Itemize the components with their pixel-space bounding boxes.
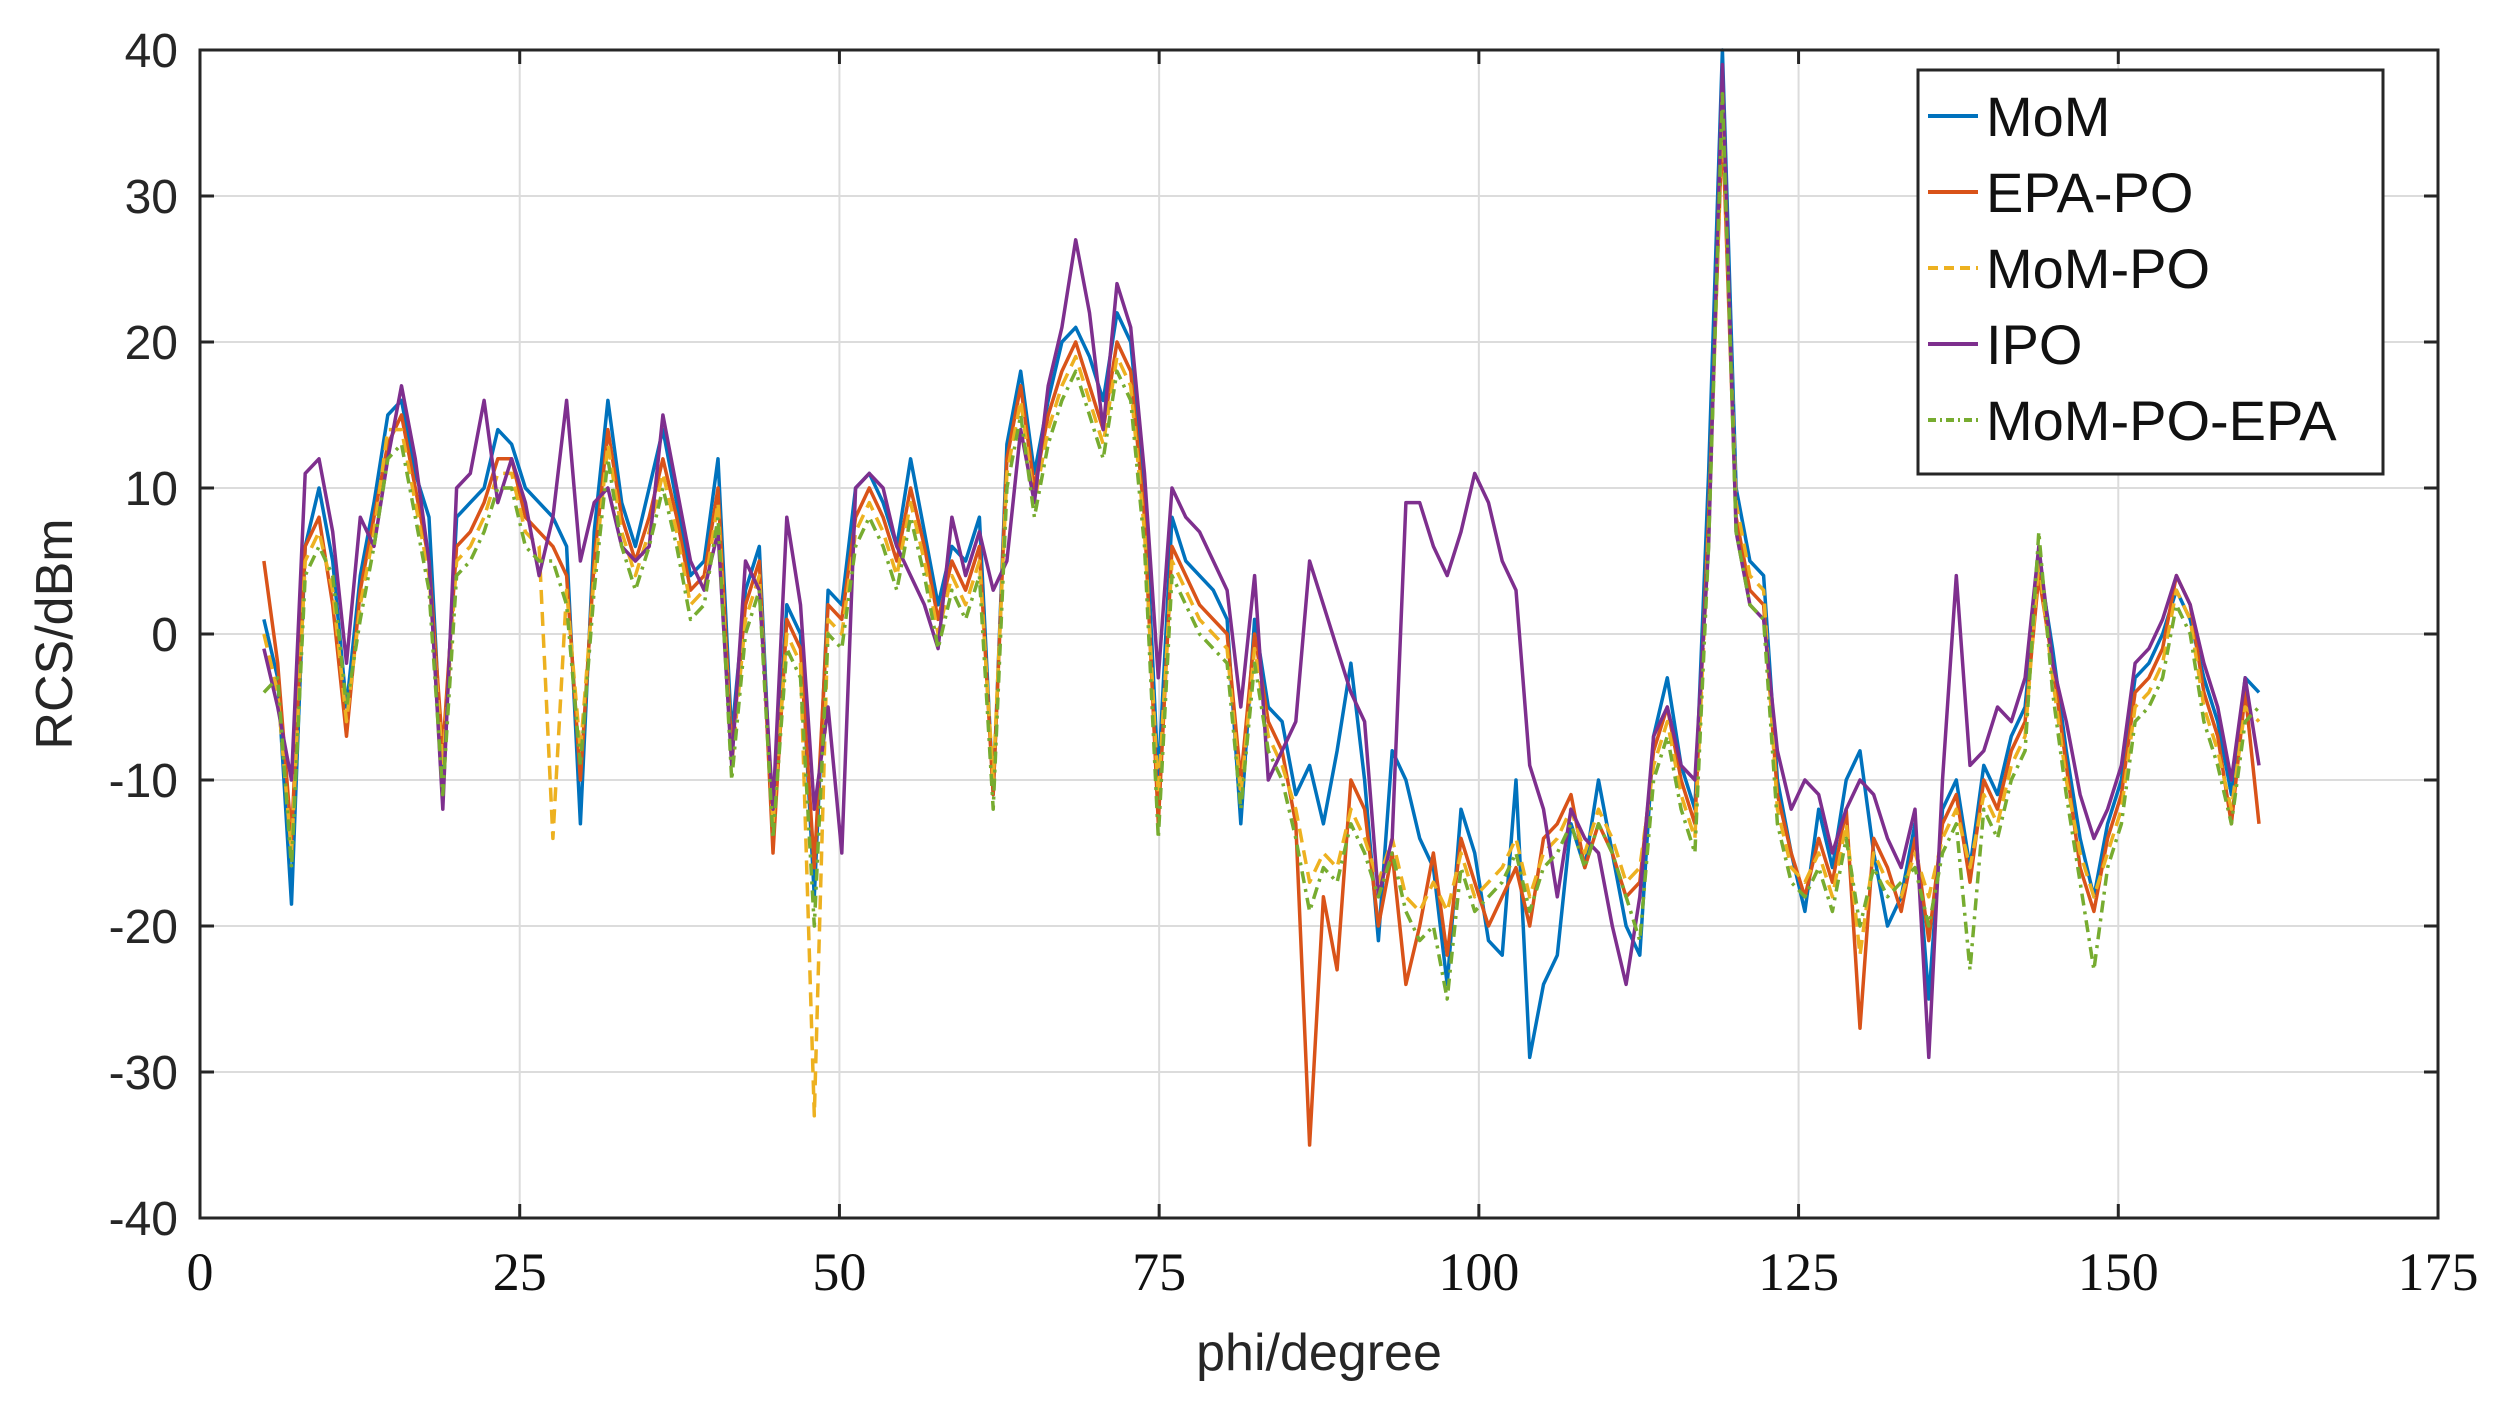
y-tick-label: -30: [109, 1047, 178, 1100]
legend-entry-label: MoM-PO-EPA: [1986, 389, 2337, 452]
legend-box: [1916, 68, 2385, 476]
y-tick-label: 20: [125, 317, 178, 370]
x-tick-label: 75: [1132, 1242, 1186, 1302]
legend: MoM EPA-PO MoM-PO IPO MoM-PO-EPA: [1916, 68, 2385, 476]
x-axis-label: phi/degree: [1196, 1324, 1442, 1382]
x-tick-label: 25: [493, 1242, 547, 1302]
legend-entry-label: MoM: [1986, 85, 2110, 148]
y-tick-label: 30: [125, 171, 178, 224]
y-tick-label: -10: [109, 755, 178, 808]
y-tick-label: -40: [109, 1193, 178, 1246]
y-tick-label: 40: [125, 25, 178, 78]
y-axis-label: RCS/dBm: [26, 518, 84, 749]
x-tick-label: 125: [1758, 1242, 1839, 1302]
legend-entry-label: MoM-PO: [1986, 237, 2210, 300]
series-line-mom-po-epa: [262, 92, 2261, 1001]
series-lines: [262, 48, 2261, 1147]
y-tick-label: 10: [125, 463, 178, 516]
legend-entry-label: EPA-PO: [1986, 161, 2193, 224]
x-tick-label: 100: [1438, 1242, 1519, 1302]
y-tick-label: -20: [109, 901, 178, 954]
x-tick-label: 50: [812, 1242, 866, 1302]
x-tick-label: 150: [2078, 1242, 2159, 1302]
series-line-ipo: [262, 62, 2261, 1060]
legend-entry-label: IPO: [1986, 313, 2082, 376]
axis-ticks: 0 25 50 75 100 125 150 175 -40 -30 -20 -10 0 10 20 30 40: [109, 25, 2479, 1302]
y-tick-label: 0: [151, 609, 178, 662]
x-tick-label: 175: [2398, 1242, 2479, 1302]
x-tick-label: 0: [187, 1242, 214, 1302]
